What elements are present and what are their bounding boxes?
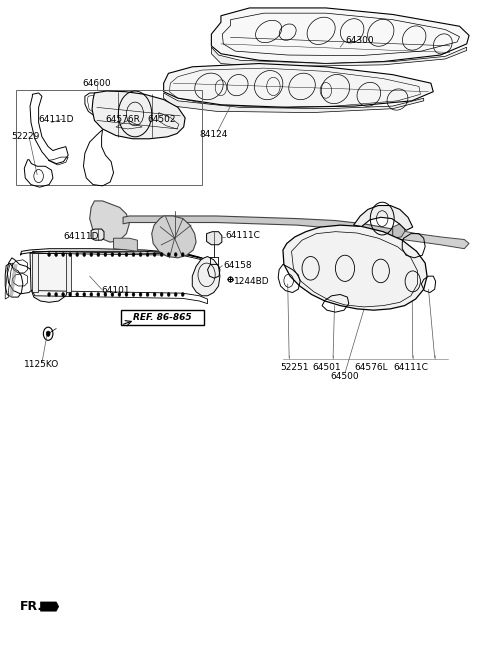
Polygon shape [66,253,71,292]
Circle shape [125,252,128,256]
Polygon shape [114,238,137,251]
Text: 64576L: 64576L [355,363,388,373]
Circle shape [90,292,93,296]
Circle shape [62,252,65,256]
Text: 64300: 64300 [345,36,373,45]
Bar [16,90,202,185]
Circle shape [90,252,93,256]
Circle shape [125,292,128,296]
Text: REF. 86-865: REF. 86-865 [133,313,192,322]
Circle shape [167,292,170,296]
Polygon shape [123,216,393,237]
Text: 64158: 64158 [223,261,252,269]
Circle shape [146,292,149,296]
Polygon shape [91,229,104,240]
Polygon shape [30,253,68,302]
Circle shape [153,252,156,256]
Circle shape [55,252,58,256]
Circle shape [48,252,50,256]
Circle shape [132,252,135,256]
Circle shape [160,292,163,296]
Polygon shape [164,93,424,112]
Circle shape [174,252,177,256]
Text: 64600: 64600 [83,79,111,87]
Circle shape [46,331,50,336]
Bar [120,309,204,325]
Text: 52229: 52229 [11,132,39,141]
Polygon shape [393,229,469,249]
Circle shape [76,252,79,256]
Circle shape [83,292,86,296]
Circle shape [139,292,142,296]
Text: 64501: 64501 [312,363,341,373]
Polygon shape [211,47,467,67]
Circle shape [160,252,163,256]
Polygon shape [211,8,469,64]
Circle shape [139,252,142,256]
Text: 64111D: 64111D [38,115,74,124]
Polygon shape [164,64,433,107]
Text: 52251: 52251 [281,363,309,373]
Polygon shape [354,206,413,231]
Circle shape [48,292,50,296]
Text: 64576R: 64576R [106,115,140,124]
Text: 1125KO: 1125KO [24,360,60,369]
Polygon shape [92,91,185,139]
Circle shape [111,292,114,296]
Circle shape [62,292,65,296]
Circle shape [83,252,86,256]
Circle shape [76,292,79,296]
Polygon shape [192,256,220,296]
Text: 64111C: 64111C [394,363,429,373]
Circle shape [55,292,58,296]
Circle shape [146,252,149,256]
Circle shape [118,252,121,256]
Text: 1244BD: 1244BD [234,277,270,286]
Circle shape [104,292,107,296]
Text: 64500: 64500 [331,372,360,381]
Text: 64111D: 64111D [63,233,99,241]
Circle shape [167,252,170,256]
Circle shape [181,252,184,256]
Polygon shape [206,232,222,245]
Circle shape [181,292,184,296]
Circle shape [132,292,135,296]
Polygon shape [90,201,129,242]
Circle shape [153,292,156,296]
Polygon shape [152,216,196,258]
Polygon shape [40,602,59,611]
Circle shape [118,292,121,296]
Text: FR.: FR. [20,600,43,613]
Circle shape [97,292,100,296]
Circle shape [69,292,72,296]
Polygon shape [33,253,37,292]
Text: 64111C: 64111C [226,231,261,240]
Circle shape [111,252,114,256]
Circle shape [104,252,107,256]
Text: 84124: 84124 [199,129,228,139]
Polygon shape [283,225,427,310]
Circle shape [97,252,100,256]
Text: 64502: 64502 [147,115,176,124]
Circle shape [69,252,72,256]
Polygon shape [21,249,214,288]
Circle shape [174,292,177,296]
Text: 64101: 64101 [102,286,130,295]
Polygon shape [393,219,405,238]
